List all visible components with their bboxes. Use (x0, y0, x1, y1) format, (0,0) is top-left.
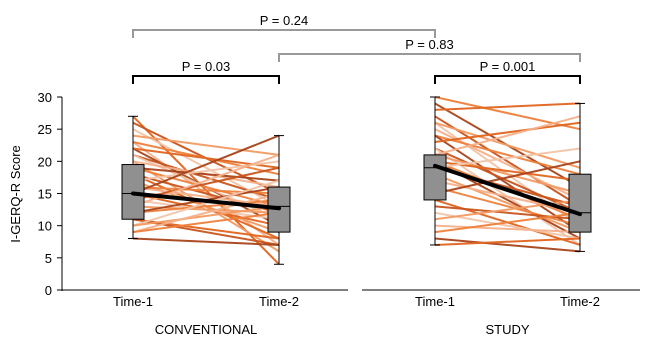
p-value-label: P = 0.03 (182, 59, 231, 74)
group-label: STUDY (485, 322, 529, 337)
significance-bracket (434, 75, 581, 84)
box-body (423, 154, 447, 201)
pair-line (434, 121, 581, 144)
pair-line (132, 134, 280, 156)
x-category-label: Time-1 (113, 294, 153, 309)
y-tick-label: 30 (38, 90, 52, 105)
pair-line (132, 237, 280, 246)
significance-bracket (278, 53, 581, 62)
pair-line (434, 153, 581, 195)
pair-line (434, 115, 581, 208)
significance-brackets (132, 29, 581, 84)
y-tick-label: 15 (38, 187, 52, 202)
pair-line (132, 205, 280, 214)
significance-bracket (132, 75, 280, 84)
pair-line (132, 166, 280, 182)
p-value-label: P = 0.24 (260, 13, 309, 28)
y-tick-label: 0 (45, 283, 52, 298)
p-value-label: P = 0.83 (405, 37, 454, 52)
pair-line (434, 115, 581, 156)
pair-line (434, 121, 581, 169)
y-tick-label: 10 (38, 219, 52, 234)
pair-line (132, 218, 280, 246)
pair-lines (132, 96, 581, 265)
y-tick-label: 20 (38, 154, 52, 169)
pair-line (132, 179, 280, 227)
pair-line (434, 224, 581, 234)
significance-bracket (132, 29, 436, 38)
y-axis-label: I-GERQ-R Score (8, 145, 23, 243)
y-tick-label: 5 (45, 251, 52, 266)
mean-trend-line (433, 163, 582, 217)
pair-line (132, 128, 280, 208)
pair-line (132, 198, 280, 214)
pair-line (434, 147, 581, 169)
pair-line (434, 147, 581, 214)
pair-line (434, 211, 581, 234)
pair-line (434, 160, 581, 195)
mean-lines (131, 163, 582, 217)
p-value-label: P = 0.001 (480, 59, 536, 74)
x-category-label: Time-2 (259, 294, 299, 309)
mean-trend-line (131, 191, 281, 211)
pair-line (434, 96, 581, 131)
x-category-label: Time-2 (560, 294, 600, 309)
pair-line (434, 211, 581, 240)
pair-line (434, 186, 581, 227)
pair-line (434, 198, 581, 221)
pair-line (434, 237, 581, 246)
x-category-label: Time-1 (415, 294, 455, 309)
pair-line (132, 211, 280, 234)
pair-line (434, 237, 581, 253)
pair-line (434, 134, 581, 176)
pair-line (132, 205, 280, 227)
box-body (568, 173, 592, 233)
pair-line (434, 205, 581, 221)
pair-line (132, 134, 280, 195)
pair-line (132, 192, 280, 234)
pair-line (434, 173, 581, 234)
pair-line (434, 128, 581, 201)
pair-line (132, 186, 280, 208)
pair-line (132, 160, 280, 182)
group-label: CONVENTIONAL (155, 322, 258, 337)
axes (57, 96, 640, 291)
pair-line (434, 102, 581, 111)
pair-line (132, 186, 280, 195)
y-tick-label: 25 (38, 122, 52, 137)
